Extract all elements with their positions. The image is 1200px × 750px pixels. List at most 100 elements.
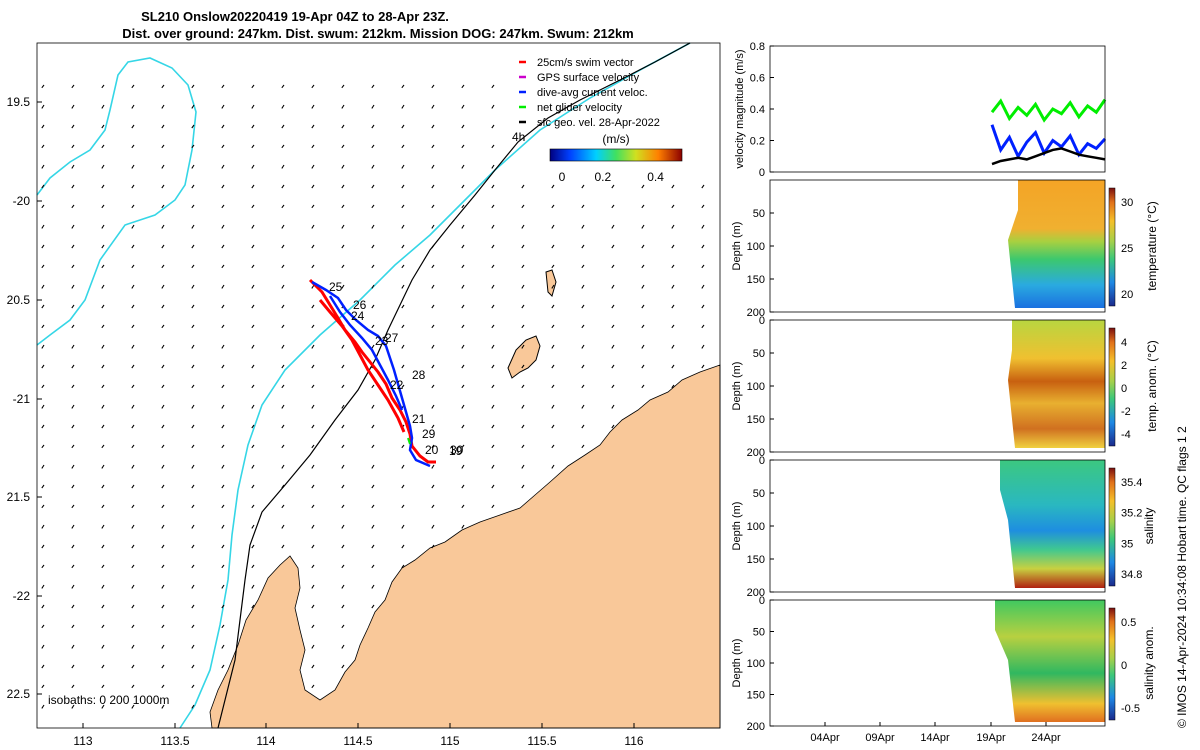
vector-arrow	[251, 504, 255, 509]
vector-arrow	[161, 444, 165, 449]
vector-arrow	[491, 444, 495, 449]
vector-arrow	[221, 464, 225, 469]
vector-arrow	[251, 404, 255, 409]
vector-arrow	[311, 124, 315, 129]
vector-arrow	[161, 244, 165, 249]
colorbar-tick: 25	[1121, 243, 1133, 255]
vector-arrow	[371, 124, 375, 129]
vector-arrow	[191, 284, 195, 289]
vector-arrow	[71, 504, 75, 509]
vector-arrow	[311, 424, 315, 429]
vector-arrow	[191, 524, 195, 529]
vector-arrow	[581, 424, 585, 429]
vector-arrow	[191, 544, 195, 549]
colorbar-gradient	[549, 148, 683, 162]
vector-arrow	[311, 504, 315, 509]
vector-arrow	[551, 344, 555, 349]
vector-arrow	[611, 304, 615, 309]
vector-arrow	[221, 584, 225, 589]
vector-arrow	[101, 664, 105, 669]
vector-arrow	[191, 164, 195, 169]
vector-arrow	[101, 304, 105, 309]
vector-arrow	[191, 644, 195, 649]
vector-arrow	[221, 84, 225, 89]
vector-arrow	[161, 164, 165, 169]
vector-arrow	[491, 504, 495, 509]
vector-arrow	[101, 544, 105, 549]
vector-arrow	[281, 304, 285, 309]
vector-arrow	[191, 664, 195, 669]
vector-arrow	[161, 584, 165, 589]
map-frame	[36, 42, 721, 729]
vector-arrow	[521, 444, 525, 449]
y-tick: 0.4	[750, 104, 765, 116]
vector-arrow	[371, 144, 375, 149]
vector-arrow	[311, 464, 315, 469]
vector-arrow	[341, 524, 345, 529]
vector-arrow	[341, 644, 345, 649]
vector-arrow	[581, 204, 585, 209]
vector-arrow	[401, 204, 405, 209]
vector-arrow	[41, 224, 45, 229]
vector-arrow	[41, 464, 45, 469]
vector-arrow	[461, 404, 465, 409]
vector-arrow	[701, 244, 705, 249]
vector-arrow	[251, 384, 255, 389]
vector-arrow	[371, 84, 375, 89]
vector-arrow	[611, 344, 615, 349]
vector-arrow	[581, 404, 585, 409]
vector-arrow	[251, 184, 255, 189]
vector-arrow	[161, 264, 165, 269]
y-tick: 150	[747, 414, 765, 426]
vector-arrow	[401, 264, 405, 269]
vector-arrow	[491, 364, 495, 369]
vector-arrow	[431, 204, 435, 209]
y-tick: 0	[759, 455, 765, 467]
y-axis-label: Depth (m)	[731, 362, 743, 411]
lat-tick: -22	[13, 589, 31, 603]
vector-arrow	[401, 504, 405, 509]
vector-arrow	[221, 164, 225, 169]
y-tick: 100	[747, 381, 765, 393]
vector-arrow	[461, 224, 465, 229]
vector-arrow	[221, 444, 225, 449]
vector-arrow	[281, 284, 285, 289]
vector-arrow	[161, 664, 165, 669]
vector-arrow	[551, 204, 555, 209]
vector-arrow	[131, 704, 135, 709]
vector-arrow	[161, 464, 165, 469]
vector-arrow	[191, 364, 195, 369]
vector-arrow	[431, 244, 435, 249]
colorbar-tick: 2	[1121, 360, 1127, 372]
vector-arrow	[341, 104, 345, 109]
vector-arrow	[221, 504, 225, 509]
vector-arrow	[401, 84, 405, 89]
vector-arrow	[701, 264, 705, 269]
panel-frame	[769, 599, 1106, 727]
vector-arrow	[71, 244, 75, 249]
vector-arrow	[641, 204, 645, 209]
vector-arrow	[311, 264, 315, 269]
vector-arrow	[71, 544, 75, 549]
vector-arrow	[71, 564, 75, 569]
vector-arrow	[41, 144, 45, 149]
vector-arrow	[311, 364, 315, 369]
vector-arrow	[161, 124, 165, 129]
vector-arrow	[311, 644, 315, 649]
vector-arrow	[461, 204, 465, 209]
vector-arrow	[41, 324, 45, 329]
vector-arrow	[41, 424, 45, 429]
vector-arrow	[431, 324, 435, 329]
panel-frame	[769, 45, 1106, 173]
vector-arrow	[581, 184, 585, 189]
vector-arrow	[551, 304, 555, 309]
vector-arrow	[101, 284, 105, 289]
day-label: 22	[390, 378, 404, 392]
vector-arrow	[371, 284, 375, 289]
vector-arrow	[281, 504, 285, 509]
vector-arrow	[101, 224, 105, 229]
vector-arrow	[401, 244, 405, 249]
vector-arrow	[431, 284, 435, 289]
vector-arrow	[131, 84, 135, 89]
